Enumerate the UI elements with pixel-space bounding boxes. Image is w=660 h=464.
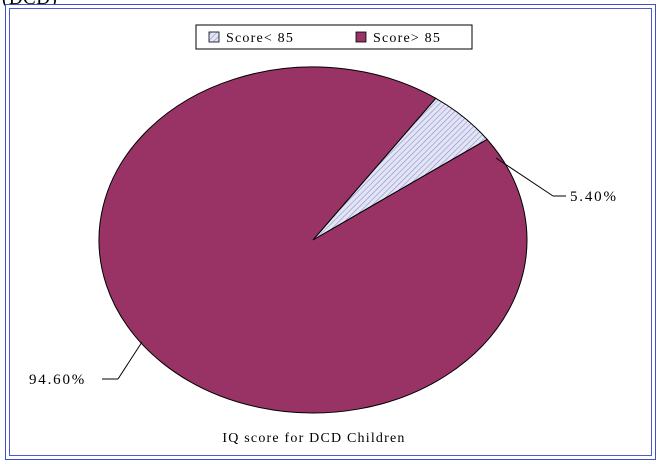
chart-frame-inner (9, 8, 652, 456)
legend-label-1: Score> 85 (373, 31, 441, 46)
legend-swatch-1 (355, 31, 367, 43)
leader-line-0 (495, 157, 554, 197)
legend: Score< 85 Score> 85 (195, 24, 473, 50)
pie-slice-1 (98, 66, 528, 414)
leader-line-1 (117, 341, 143, 380)
data-label-0: 5.40% (570, 189, 618, 205)
data-label-1: 94.60% (29, 372, 86, 388)
pie-slices (98, 66, 528, 414)
legend-label-0: Score< 85 (226, 31, 294, 46)
legend-box (195, 24, 473, 50)
chart-title: IQ score for DCD Children (222, 431, 405, 446)
legend-swatch-0 (208, 31, 220, 43)
